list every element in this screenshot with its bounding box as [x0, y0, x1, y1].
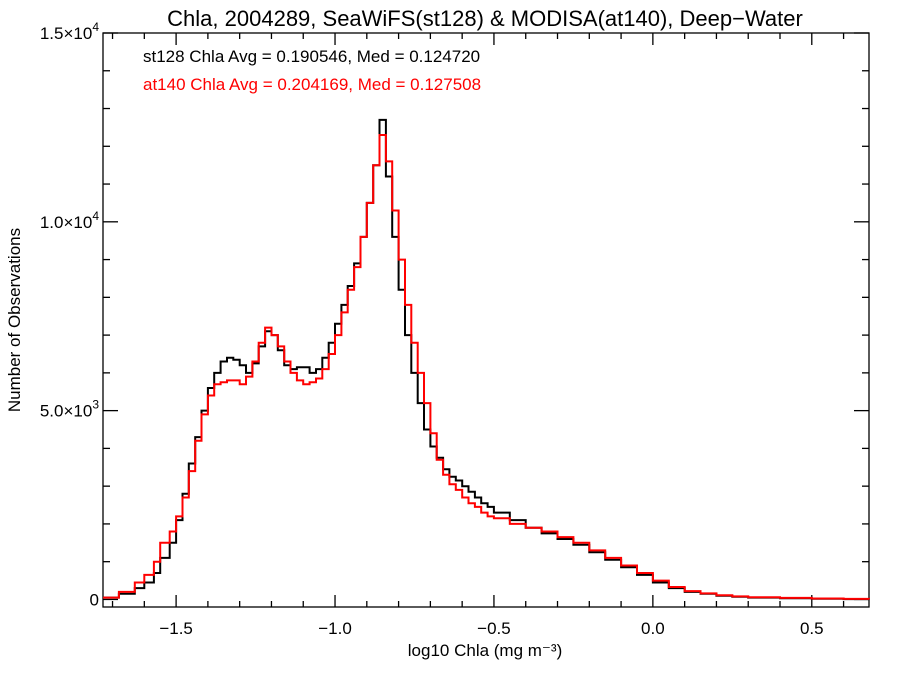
y-tick-label: 1.0×104	[40, 209, 99, 232]
chart-title: Chla, 2004289, SeaWiFS(st128) & MODISA(a…	[167, 6, 803, 31]
x-tick-label: 0.0	[641, 619, 665, 638]
x-axis-ticks: −1.5 −1.0 −0.5 0.0 0.5	[111, 33, 845, 638]
y-tick-label: 0	[90, 590, 99, 609]
y-axis-ticks: 0 5.0×103 1.0×104 1.5×104	[40, 20, 869, 609]
plot-border	[102, 32, 870, 608]
y-tick-label: 1.5×104	[40, 20, 99, 43]
stats-annotation: st128 Chla Avg = 0.190546, Med = 0.12472…	[143, 47, 480, 66]
y-tick-label: 5.0×103	[40, 398, 99, 421]
series-layer	[103, 118, 870, 601]
x-tick-label: −1.0	[318, 619, 352, 638]
series-line-st128	[103, 118, 870, 601]
x-tick-label: 0.5	[800, 619, 824, 638]
x-axis-label: log10 Chla (mg m⁻³)	[408, 641, 562, 660]
plot-frame	[102, 32, 870, 608]
x-tick-label: −1.5	[159, 619, 193, 638]
stats-annotation: at140 Chla Avg = 0.204169, Med = 0.12750…	[143, 75, 481, 94]
series-line-at140	[103, 134, 870, 600]
x-tick-label: −0.5	[477, 619, 511, 638]
y-axis-label: Number of Observations	[5, 228, 24, 412]
annotations: st128 Chla Avg = 0.190546, Med = 0.12472…	[143, 47, 481, 94]
